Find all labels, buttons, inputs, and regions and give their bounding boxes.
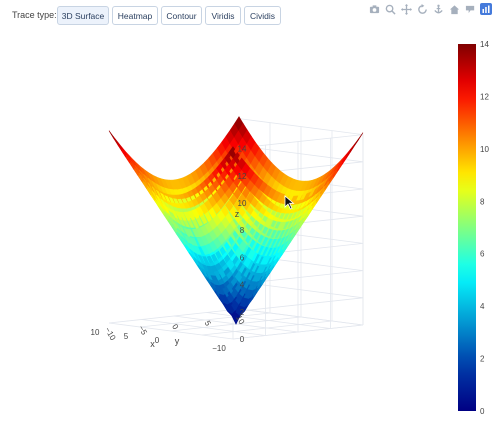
button-heatmap[interactable]: Heatmap <box>112 6 158 25</box>
trace-type-label: Trace type: <box>12 10 57 20</box>
colorbar-tick-label: 4 <box>480 302 485 311</box>
surface-mesh <box>108 116 364 325</box>
y-tick-label: 0 <box>170 323 180 332</box>
button-contour[interactable]: Contour <box>161 6 202 25</box>
y-axis-title: y <box>175 336 180 346</box>
z-tick-label: 6 <box>240 253 245 262</box>
x-axis-title: x <box>150 339 155 349</box>
colorbar-tick-label: 6 <box>480 250 485 259</box>
button-viridis[interactable]: Viridis <box>205 6 241 25</box>
colorbar-gradient <box>458 44 476 411</box>
turntable-icon[interactable] <box>432 3 444 15</box>
home-icon[interactable] <box>448 3 460 15</box>
z-tick-label: 10 <box>238 199 247 208</box>
camera-icon[interactable] <box>368 3 380 15</box>
orbit-icon[interactable] <box>416 3 428 15</box>
zoom-icon[interactable] <box>384 3 396 15</box>
colorbar-tick-label: 10 <box>480 145 489 154</box>
surface-face <box>354 132 364 146</box>
z-tick-label: 0 <box>240 335 245 344</box>
plotly-logo-icon[interactable] <box>480 3 492 15</box>
modebar <box>368 2 492 16</box>
colorbar-tick-label: 12 <box>480 92 489 101</box>
colorbar-tick-label: 2 <box>480 355 485 364</box>
hover-icon[interactable] <box>464 3 476 15</box>
z-axis-title: z <box>235 209 240 219</box>
z-tick-label: 8 <box>240 226 245 235</box>
button-cividis[interactable]: Cividis <box>244 6 281 25</box>
x-tick-label: 5 <box>124 332 129 341</box>
y-tick-label: 5 <box>203 319 213 328</box>
colorbar-tick-label: 14 <box>480 40 489 49</box>
y-tick-label: −10 <box>103 326 118 343</box>
x-tick-label: 0 <box>155 336 160 345</box>
z-tick-label: 12 <box>238 172 247 181</box>
button-3d-surface[interactable]: 3D Surface <box>57 6 109 25</box>
x-tick-label: −10 <box>212 344 226 353</box>
mouse-cursor-icon <box>284 195 295 210</box>
colorbar-tick-label: 0 <box>480 407 485 416</box>
x-tick-label: 10 <box>91 328 100 337</box>
z-tick-label: 2 <box>240 308 245 317</box>
colorbar: 0 2 4 6 8 10 12 14 <box>458 40 489 416</box>
pan-icon[interactable] <box>400 3 412 15</box>
z-tick-label: 4 <box>240 281 245 290</box>
trace-type-toolbar: Trace type: 3D Surface Heatmap Contour V… <box>0 0 500 34</box>
colorbar-tick-label: 8 <box>480 197 485 206</box>
z-tick-label: 14 <box>238 145 247 154</box>
